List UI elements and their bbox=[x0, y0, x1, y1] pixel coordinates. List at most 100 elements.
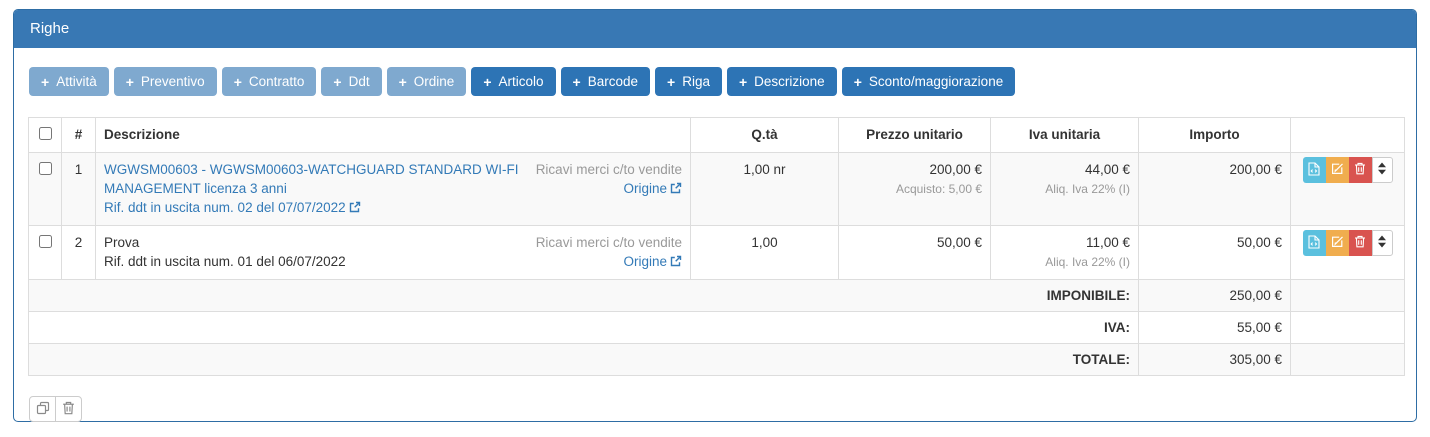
plus-icon: + bbox=[483, 73, 492, 90]
sort-arrows-icon bbox=[1377, 162, 1387, 178]
add-ddt-button[interactable]: + Ddt bbox=[321, 67, 382, 96]
row-checkbox-cell bbox=[28, 152, 62, 226]
file-code-icon bbox=[1308, 161, 1320, 179]
plus-icon: + bbox=[125, 73, 134, 90]
external-link-icon bbox=[670, 180, 682, 199]
vat-rate-note: Aliq. Iva 22% (I) bbox=[1045, 182, 1130, 196]
row-quantity: 1,00 bbox=[690, 225, 839, 280]
empty-cell bbox=[1290, 311, 1405, 344]
totale-value: 305,00 € bbox=[1138, 343, 1291, 376]
trash-icon bbox=[1354, 162, 1366, 178]
empty-cell bbox=[1290, 279, 1405, 312]
button-label: Barcode bbox=[587, 74, 639, 89]
plus-icon: + bbox=[233, 73, 242, 90]
add-riga-button[interactable]: + Riga bbox=[655, 67, 722, 96]
header-description: Descrizione bbox=[95, 117, 691, 153]
row-document-button[interactable] bbox=[1302, 230, 1326, 256]
iva-value: 55,00 € bbox=[1138, 311, 1291, 344]
empty-cell bbox=[1290, 343, 1405, 376]
button-label: Descrizione bbox=[754, 74, 825, 89]
header-number: # bbox=[61, 117, 96, 153]
row-document-button[interactable] bbox=[1302, 157, 1326, 183]
row-edit-button[interactable] bbox=[1325, 230, 1349, 256]
unit-price: 50,00 € bbox=[936, 235, 982, 250]
iva-row: IVA: 55,00 € bbox=[28, 311, 1405, 344]
ddt-reference-label: Rif. ddt in uscita num. 01 del 06/07/202… bbox=[104, 254, 346, 269]
button-label: Attività bbox=[56, 74, 97, 89]
plus-icon: + bbox=[398, 73, 407, 90]
plus-icon: + bbox=[853, 73, 862, 90]
edit-icon bbox=[1331, 235, 1344, 251]
account-label: Ricavi merci c/to vendite bbox=[535, 162, 682, 177]
copy-selected-button[interactable] bbox=[29, 396, 56, 422]
header-checkbox-cell bbox=[28, 117, 62, 153]
add-toolbar: + Attività + Preventivo + Contratto + Ddt + O… bbox=[29, 67, 1402, 96]
sort-arrows-icon bbox=[1377, 235, 1387, 251]
add-ordine-button[interactable]: + Ordine bbox=[386, 67, 467, 96]
add-sconto-maggiorazione-button[interactable]: + Sconto/maggiorazione bbox=[841, 67, 1016, 96]
origine-label: Origine bbox=[623, 254, 667, 269]
panel-title: Righe bbox=[14, 10, 1416, 48]
row-actions-cell bbox=[1290, 225, 1405, 280]
row-checkbox[interactable] bbox=[38, 162, 52, 175]
plus-icon: + bbox=[41, 73, 50, 90]
button-label: Ordine bbox=[413, 74, 455, 89]
table-row: 2 Prova Rif. ddt in uscita num. 01 del 0… bbox=[28, 225, 1405, 280]
header-unit-vat: Iva unitaria bbox=[990, 117, 1139, 153]
table-row: 1 WGWSM00603 - WGWSM00603-WATCHGUARD STA… bbox=[28, 152, 1405, 226]
plus-icon: + bbox=[333, 73, 342, 90]
row-number: 2 bbox=[61, 225, 96, 280]
row-description-cell: WGWSM00603 - WGWSM00603-WATCHGUARD STAND… bbox=[95, 152, 691, 226]
external-link-icon bbox=[670, 253, 682, 272]
add-attivita-button[interactable]: + Attività bbox=[29, 67, 109, 96]
row-unit-vat-cell: 11,00 € Aliq. Iva 22% (I) bbox=[990, 225, 1139, 280]
row-description-cell: Prova Rif. ddt in uscita num. 01 del 06/… bbox=[95, 225, 691, 280]
row-amount: 200,00 € bbox=[1138, 152, 1291, 226]
unit-vat: 44,00 € bbox=[1084, 162, 1130, 177]
ddt-reference-link[interactable]: Rif. ddt in uscita num. 02 del 07/07/202… bbox=[104, 200, 361, 215]
iva-label: IVA: bbox=[28, 311, 1139, 344]
row-move-button[interactable] bbox=[1371, 157, 1393, 183]
button-label: Ddt bbox=[348, 74, 370, 89]
row-edit-button[interactable] bbox=[1325, 157, 1349, 183]
header-unit-price: Prezzo unitario bbox=[838, 117, 991, 153]
row-amount: 50,00 € bbox=[1138, 225, 1291, 280]
imponibile-row: IMPONIBILE: 250,00 € bbox=[28, 279, 1405, 312]
add-barcode-button[interactable]: + Barcode bbox=[560, 67, 651, 96]
row-unit-price-cell: 200,00 € Acquisto: 5,00 € bbox=[838, 152, 991, 226]
row-checkbox-cell bbox=[28, 225, 62, 280]
header-quantity: Q.tà bbox=[690, 117, 839, 153]
row-unit-vat-cell: 44,00 € Aliq. Iva 22% (I) bbox=[990, 152, 1139, 226]
copy-icon bbox=[36, 401, 50, 418]
external-link-icon bbox=[349, 199, 361, 218]
righe-panel: Righe + Attività + Preventivo + Contratto +… bbox=[13, 9, 1417, 422]
delete-selected-button[interactable] bbox=[55, 396, 82, 422]
plus-icon: + bbox=[667, 73, 676, 90]
add-articolo-button[interactable]: + Articolo bbox=[471, 67, 556, 96]
row-checkbox[interactable] bbox=[38, 235, 52, 248]
row-move-button[interactable] bbox=[1371, 230, 1393, 256]
plus-icon: + bbox=[572, 73, 581, 90]
row-description: Prova bbox=[104, 235, 140, 250]
origine-link[interactable]: Origine bbox=[623, 254, 682, 269]
totale-row: TOTALE: 305,00 € bbox=[28, 343, 1405, 376]
article-link[interactable]: WGWSM00603 - WGWSM00603-WATCHGUARD STAND… bbox=[104, 162, 519, 196]
totale-label: TOTALE: bbox=[28, 343, 1139, 376]
row-delete-button[interactable] bbox=[1348, 157, 1372, 183]
add-contratto-button[interactable]: + Contratto bbox=[221, 67, 317, 96]
add-preventivo-button[interactable]: + Preventivo bbox=[113, 67, 217, 96]
button-label: Riga bbox=[682, 74, 710, 89]
row-delete-button[interactable] bbox=[1348, 230, 1372, 256]
edit-icon bbox=[1331, 162, 1344, 178]
account-label: Ricavi merci c/to vendite bbox=[535, 235, 682, 250]
button-label: Preventivo bbox=[140, 74, 205, 89]
button-label: Contratto bbox=[248, 74, 305, 89]
select-all-checkbox[interactable] bbox=[38, 127, 52, 140]
add-descrizione-button[interactable]: + Descrizione bbox=[726, 67, 837, 96]
button-label: Articolo bbox=[498, 74, 544, 89]
header-actions bbox=[1290, 117, 1405, 153]
trash-icon bbox=[1354, 235, 1366, 251]
row-number: 1 bbox=[61, 152, 96, 226]
origine-label: Origine bbox=[623, 181, 667, 196]
origine-link[interactable]: Origine bbox=[623, 181, 682, 196]
